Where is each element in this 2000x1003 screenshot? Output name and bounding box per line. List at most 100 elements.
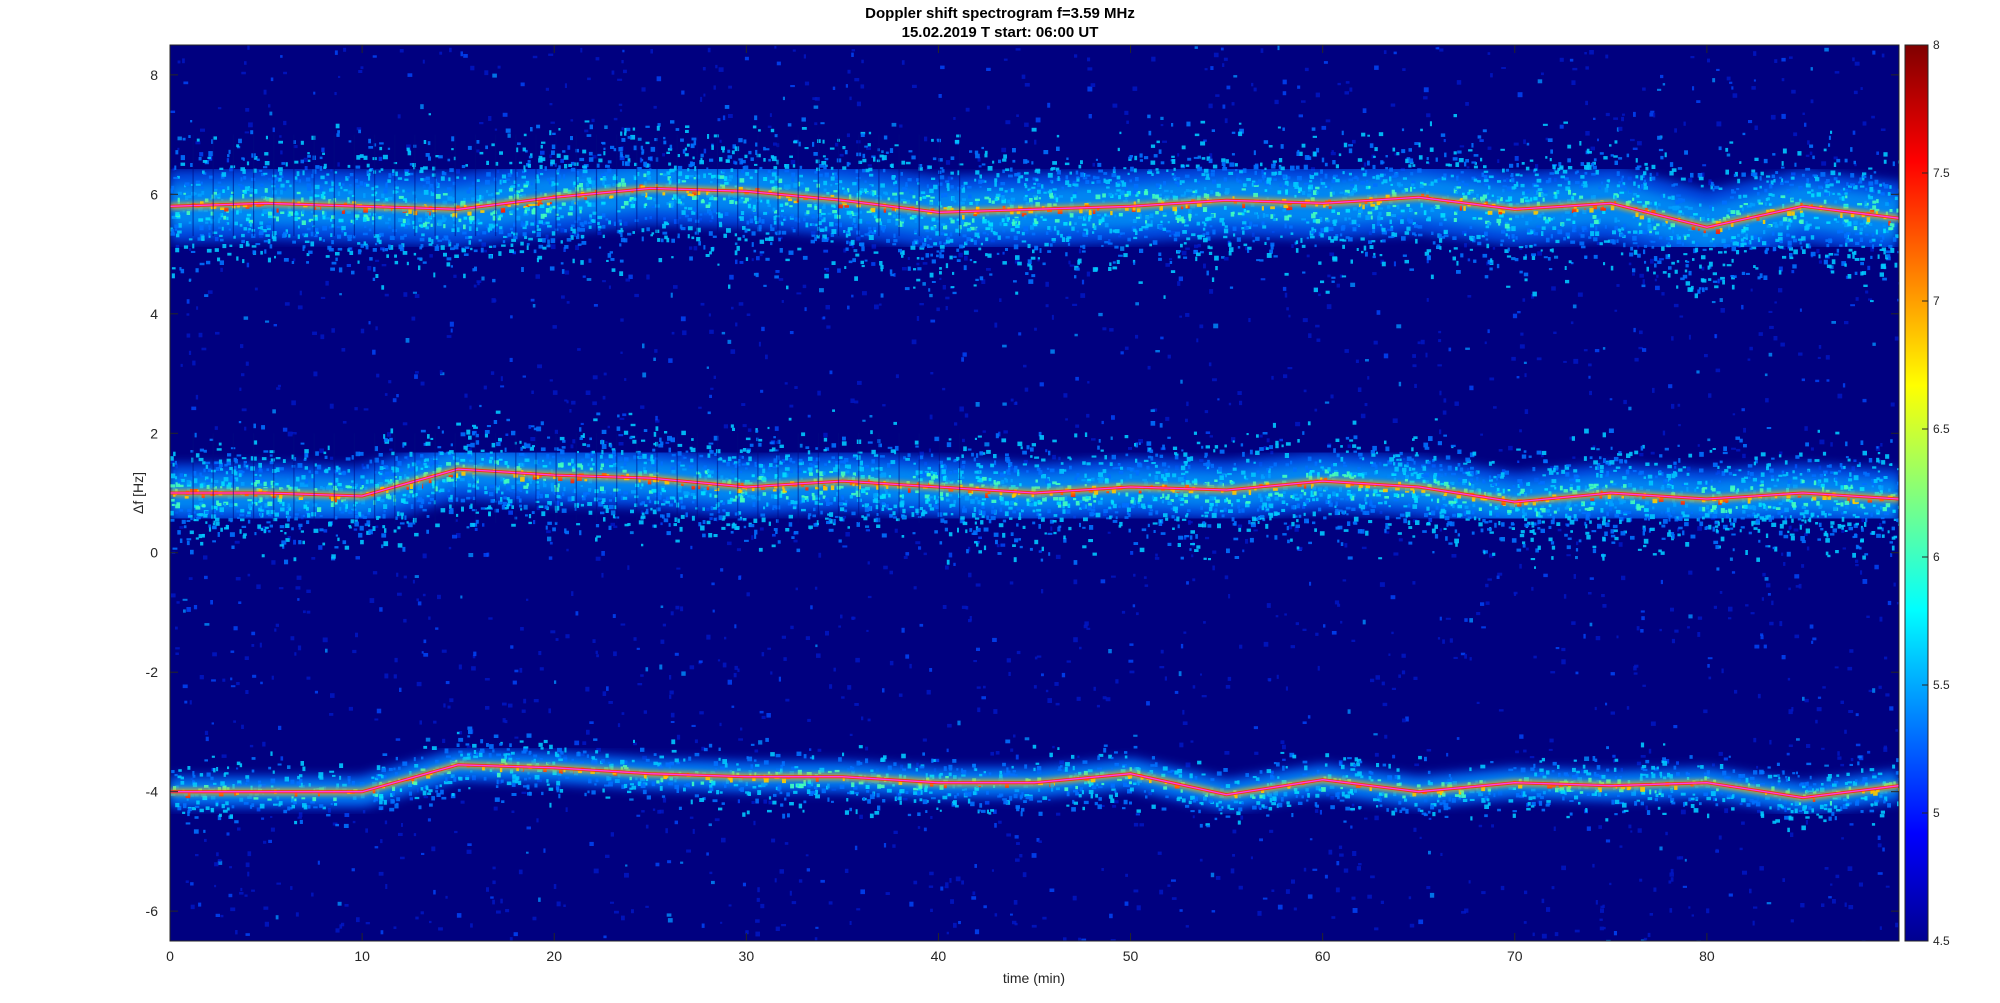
band-speck [1453, 114, 1457, 118]
band-speck [517, 195, 522, 199]
noise-speck [1174, 690, 1179, 694]
noise-speck [1439, 390, 1442, 396]
band-speck [202, 170, 205, 174]
noise-speck [930, 319, 936, 323]
noise-speck [445, 895, 448, 899]
band-speck [580, 234, 585, 239]
noise-speck [1637, 141, 1642, 146]
band-speck [438, 155, 443, 159]
band-speck [1087, 189, 1091, 193]
noise-speck [274, 628, 277, 632]
band-speck [1593, 158, 1597, 162]
noise-speck [226, 158, 230, 163]
band-speck [198, 218, 204, 222]
band-speck [1862, 172, 1867, 176]
band-speck [666, 202, 670, 206]
band-speck [405, 212, 409, 216]
band-speck [1212, 164, 1218, 169]
band-speck [1714, 185, 1720, 190]
noise-speck [1185, 762, 1191, 768]
noise-speck [500, 898, 503, 904]
band-speck [443, 252, 447, 257]
noise-speck [1414, 763, 1420, 767]
band-speck [473, 221, 477, 225]
noise-speck [198, 332, 203, 338]
band-speck [984, 196, 990, 200]
noise-speck [730, 349, 736, 354]
band-speck [219, 260, 224, 265]
noise-speck [826, 268, 830, 272]
noise-speck [1715, 368, 1721, 373]
band-speck [985, 237, 989, 242]
noise-speck [401, 823, 403, 827]
noise-speck [964, 413, 969, 418]
band-speck [1473, 154, 1479, 157]
band-speck [183, 245, 189, 249]
noise-speck [420, 911, 424, 915]
noise-speck [580, 47, 583, 53]
band-speck [497, 215, 501, 221]
noise-speck [1536, 357, 1542, 361]
noise-speck [1212, 378, 1217, 382]
band-speck [1739, 161, 1742, 164]
band-speck [337, 191, 341, 197]
noise-speck [829, 684, 833, 689]
noise-speck [1111, 575, 1116, 578]
noise-speck [466, 849, 472, 854]
band-speck [1883, 228, 1886, 234]
noise-speck [1251, 82, 1254, 87]
noise-speck [1087, 381, 1090, 384]
band-speck [1592, 165, 1597, 170]
noise-speck [862, 419, 866, 422]
band-speck [1581, 226, 1587, 230]
noise-speck [883, 843, 887, 848]
noise-speck [861, 59, 864, 64]
band-speck [1067, 236, 1071, 242]
noise-speck [1523, 361, 1527, 364]
noise-speck [1024, 122, 1029, 127]
band-speck [671, 197, 675, 200]
band-speck [1132, 189, 1138, 194]
noise-speck [1619, 845, 1623, 848]
noise-speck [706, 634, 711, 640]
noise-speck [1688, 570, 1693, 575]
band-speck [1841, 216, 1845, 220]
noise-speck [1801, 378, 1805, 382]
band-speck [1669, 162, 1674, 167]
band-speck [996, 173, 1000, 178]
noise-speck [1752, 920, 1755, 926]
noise-speck [919, 623, 924, 627]
band-speck [900, 198, 905, 202]
band-speck [1642, 174, 1645, 178]
noise-speck [603, 372, 607, 376]
noise-speck [856, 101, 861, 107]
band-speck [1320, 228, 1325, 233]
band-speck [864, 180, 867, 183]
band-speck [171, 273, 175, 279]
noise-speck [706, 366, 709, 369]
noise-speck [1262, 897, 1268, 900]
noise-speck [854, 703, 859, 706]
noise-speck [1551, 286, 1556, 291]
noise-speck [646, 274, 650, 280]
noise-speck [1751, 86, 1756, 90]
noise-speck [1045, 689, 1049, 693]
noise-speck [775, 926, 780, 931]
noise-speck [1588, 363, 1592, 367]
band-speck [1671, 261, 1675, 265]
noise-speck [195, 394, 199, 400]
band-speck [718, 213, 723, 218]
noise-speck [791, 901, 797, 905]
noise-speck [758, 341, 761, 347]
noise-speck [995, 751, 1000, 755]
noise-speck [610, 522, 615, 527]
band-speck [1138, 213, 1142, 219]
noise-speck [1641, 616, 1645, 621]
band-speck [349, 250, 354, 255]
band-speck [1800, 246, 1803, 250]
band-speck [568, 163, 572, 167]
noise-speck [438, 927, 443, 931]
band-speck [1205, 231, 1210, 236]
noise-speck [1401, 670, 1406, 675]
noise-speck [421, 651, 424, 654]
